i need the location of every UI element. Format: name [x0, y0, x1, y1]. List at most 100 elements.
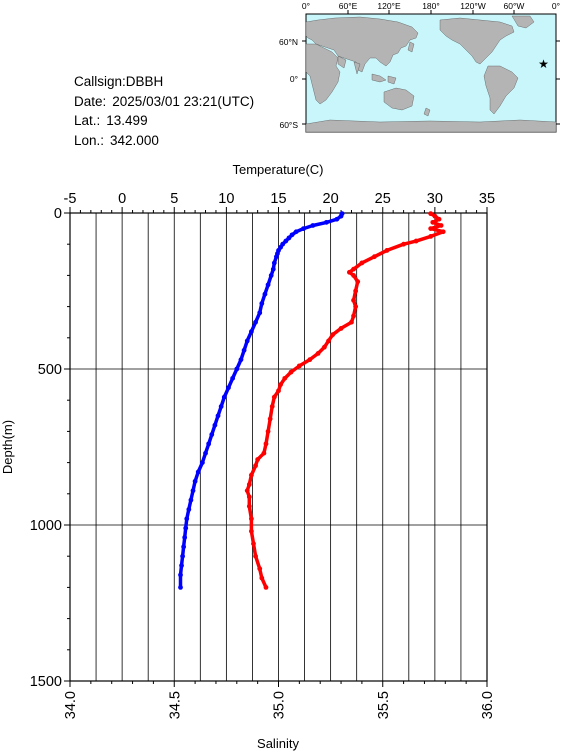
- salinity-point: [288, 369, 294, 375]
- salinity-tick-label: 34.0: [63, 691, 79, 719]
- lat-value: 13.499: [106, 113, 148, 128]
- temperature-tick-label: 25: [375, 191, 391, 207]
- salinity-point: [261, 450, 267, 456]
- salinity-point: [353, 304, 359, 309]
- map-left-ticks: 60°N 0° 60°S: [279, 37, 298, 130]
- salinity-point: [413, 238, 419, 244]
- salinity-axis: 34.0 34.5 35.0 35.5 36.0: [63, 681, 496, 719]
- cast-info: Callsign:DBBH Date: 2025/03/01 23:21(UTC)…: [74, 72, 254, 150]
- salinity-point: [263, 441, 269, 447]
- temperature-point: [286, 235, 292, 241]
- salinity-point: [372, 254, 377, 260]
- map-tick-60s: 60°S: [279, 120, 298, 130]
- temperature-axis: -5 0 5 10 15 20 25 30 35: [64, 191, 495, 213]
- salinity-point: [432, 213, 438, 219]
- map-top-ticks: 0° 60°E 120°E 180° 120°W 60°W 0°: [302, 1, 560, 11]
- map-tick-0w: 0°: [552, 1, 560, 11]
- salinity-point: [330, 332, 336, 338]
- location-map: 0° 60°E 120°E 180° 120°W 60°W 0° 60°N 0°…: [279, 1, 560, 133]
- salinity-point: [338, 326, 344, 331]
- temperature-tick-label: 15: [270, 191, 286, 207]
- salinity-point: [248, 516, 254, 522]
- salinity-tick-label: 36.0: [480, 691, 496, 719]
- temperature-point: [180, 553, 185, 559]
- date-row: Date: 2025/03/01 23:21(UTC): [74, 92, 254, 112]
- temperature-point: [209, 432, 215, 437]
- salinity-point: [315, 351, 321, 356]
- salinity-point: [296, 363, 302, 369]
- salinity-point: [253, 463, 258, 469]
- temperature-point: [253, 319, 258, 325]
- temperature-point: [221, 394, 227, 400]
- temperature-point: [226, 385, 231, 391]
- map-land: [305, 15, 557, 133]
- map-tick-marks: [302, 10, 560, 125]
- date-label: Date:: [74, 93, 107, 109]
- salinity-point: [248, 528, 254, 534]
- salinity-point: [255, 457, 261, 462]
- salinity-point: [269, 404, 275, 409]
- temperature-point: [238, 357, 244, 363]
- depth-axis: 0 500 1000 1500: [30, 206, 70, 690]
- salinity-point: [263, 585, 269, 590]
- salinity-point: [384, 248, 390, 253]
- temperature-point: [234, 366, 240, 372]
- temperature-point: [271, 260, 277, 266]
- temperature-point: [334, 216, 340, 222]
- temperature-tick-label: 35: [479, 191, 495, 207]
- temperature-point: [212, 422, 218, 428]
- temperature-tick-label: 20: [323, 191, 339, 207]
- temperature-point: [289, 232, 295, 238]
- temperature-point: [262, 291, 268, 297]
- salinity-point: [276, 388, 281, 394]
- temperature-point: [178, 585, 183, 590]
- salinity-point: [307, 357, 313, 363]
- lat-row: Lat.: 13.499: [74, 111, 254, 131]
- date-value: 2025/03/01 23:21(UTC): [112, 93, 255, 109]
- lat-label: Lat.:: [74, 113, 101, 128]
- temperature-tick-label: 30: [427, 191, 443, 207]
- salinity-point: [351, 313, 356, 319]
- salinity-point: [351, 273, 356, 278]
- salinity-point: [355, 279, 361, 285]
- salinity-point: [257, 566, 263, 572]
- temperature-point: [248, 329, 254, 334]
- salinity-point: [251, 541, 256, 547]
- lon-label: Lon.:: [74, 132, 105, 148]
- salinity-point: [267, 416, 273, 422]
- temperature-point: [206, 441, 212, 447]
- salinity-tick-label: 35.0: [272, 691, 288, 719]
- profile-series: [178, 211, 446, 590]
- temperature-point: [268, 273, 274, 278]
- temperature-point: [274, 254, 279, 260]
- salinity-point: [244, 488, 250, 494]
- salinity-point: [428, 234, 434, 239]
- temperature-point: [181, 544, 187, 550]
- temperature-point: [283, 238, 289, 244]
- temperature-point: [178, 572, 183, 578]
- temperature-tick-label: -5: [64, 191, 77, 207]
- depth-tick-label: 1000: [30, 518, 62, 534]
- temperature-point: [310, 223, 316, 228]
- salinity-point: [326, 338, 331, 344]
- salinity-point: [271, 394, 277, 400]
- temperature-point: [293, 229, 299, 235]
- salinity-point: [440, 229, 446, 235]
- salinity-point: [259, 575, 265, 581]
- temperature-point: [241, 347, 247, 353]
- station-marker: ★: [538, 57, 549, 71]
- temperature-point: [259, 301, 265, 306]
- salinity-point: [248, 472, 254, 478]
- salinity-profile-line: [245, 211, 445, 590]
- temperature-point: [192, 478, 198, 484]
- temperature-point: [244, 338, 250, 344]
- salinity-point: [349, 319, 354, 325]
- temperature-point: [338, 213, 344, 219]
- salinity-point: [438, 223, 444, 228]
- salinity-point: [246, 482, 252, 487]
- map-tick-0e: 0°: [302, 1, 310, 11]
- salinity-axis-label: Salinity: [257, 736, 299, 751]
- temperature-point: [301, 226, 306, 232]
- salinity-point: [428, 226, 434, 232]
